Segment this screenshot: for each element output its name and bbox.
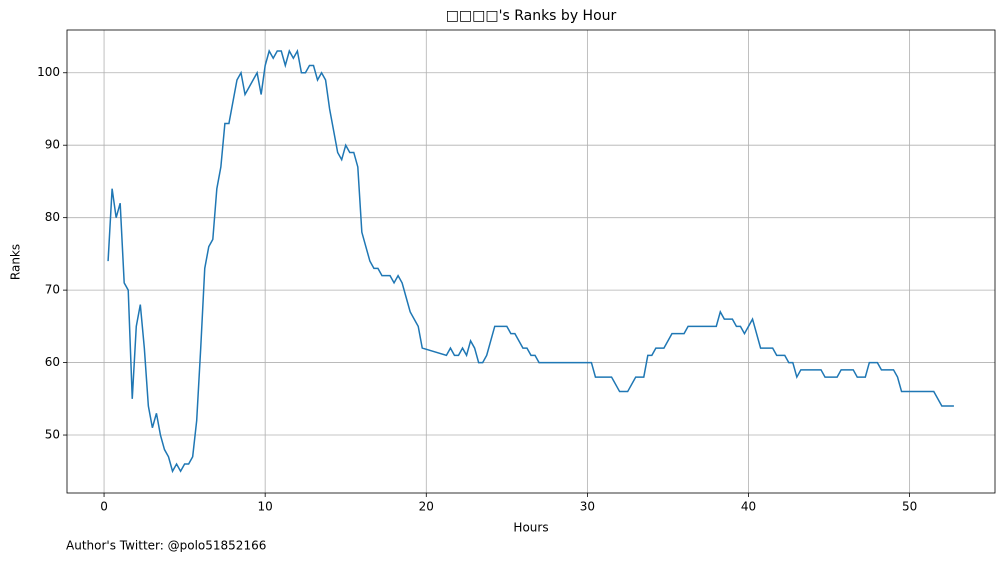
x-tick-label: 20 bbox=[419, 500, 434, 514]
plot-frame bbox=[66, 29, 996, 494]
x-axis-label: Hours bbox=[513, 521, 548, 535]
footer: Author's Twitter: @polo51852166 bbox=[66, 539, 266, 553]
chart-title: □□□□'s Ranks by Hour bbox=[446, 8, 617, 24]
y-tick-label: 50 bbox=[45, 428, 60, 442]
x-tick-label: 50 bbox=[902, 500, 917, 514]
y-tick-label: 90 bbox=[45, 138, 60, 152]
data-line bbox=[107, 48, 954, 474]
y-tick-label: 60 bbox=[45, 355, 60, 369]
x-tick-label: 30 bbox=[580, 500, 595, 514]
y-tick-label: 100 bbox=[37, 65, 60, 79]
y-axis-label: Ranks bbox=[9, 244, 23, 280]
x-tick-label: 40 bbox=[741, 500, 756, 514]
y-tick-label: 80 bbox=[45, 210, 60, 224]
y-tick-label: 70 bbox=[45, 283, 60, 297]
x-tick-label: 10 bbox=[258, 500, 273, 514]
x-tick-label: 0 bbox=[100, 500, 108, 514]
